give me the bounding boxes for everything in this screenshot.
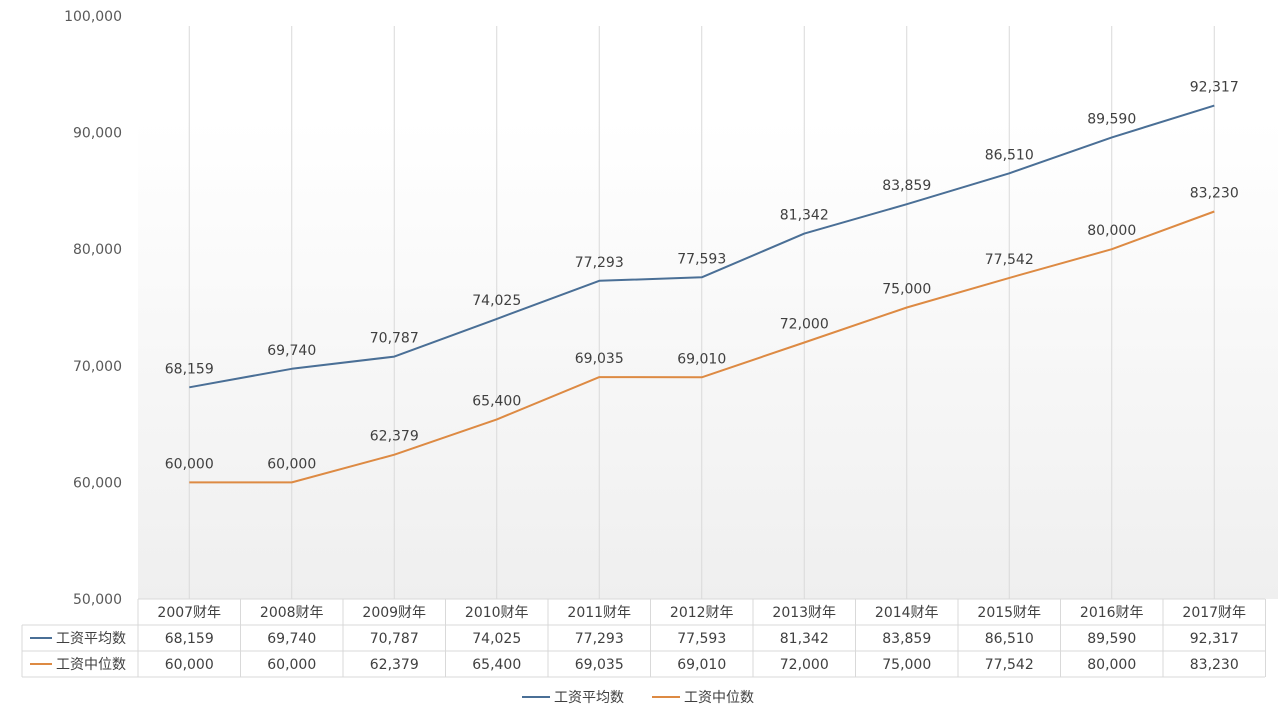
- table-cell: 77,293: [575, 631, 624, 647]
- table-cell: 77,593: [677, 631, 726, 647]
- series-lines: [189, 104, 1215, 484]
- data-label: 89,590: [1087, 111, 1136, 127]
- y-tick-label: 80,000: [73, 242, 122, 258]
- table-cell: 69,740: [267, 631, 316, 647]
- table-cell: 69,010: [677, 657, 726, 673]
- data-label: 75,000: [882, 282, 931, 298]
- data-label: 77,593: [677, 251, 726, 267]
- x-tick-label: 2008财年: [260, 605, 324, 621]
- x-tick-label: 2016财年: [1080, 605, 1144, 621]
- table-cell: 60,000: [267, 657, 316, 673]
- data-labels: 68,159 69,740 70,787 74,025 77,293 77,593 81,3…: [165, 80, 1239, 473]
- data-label: 80,000: [1087, 223, 1136, 239]
- y-tick-label: 70,000: [73, 359, 122, 375]
- gridlines: [188, 26, 1215, 599]
- data-label: 92,317: [1190, 80, 1239, 96]
- table-cell: 62,379: [370, 657, 419, 673]
- x-tick-label: 2009财年: [362, 605, 426, 621]
- data-label: 83,859: [882, 178, 931, 194]
- table-series-name: 工资平均数: [56, 631, 126, 647]
- x-tick-label: 2012财年: [670, 605, 734, 621]
- plot-background: [138, 120, 1278, 599]
- data-label: 60,000: [267, 456, 316, 472]
- table-cell: 74,025: [472, 631, 521, 647]
- data-label: 72,000: [780, 316, 829, 332]
- table-cell: 72,000: [780, 657, 829, 673]
- y-tick-label: 60,000: [73, 475, 122, 491]
- table-cell: 77,542: [985, 657, 1034, 673]
- legend-label: 工资平均数: [554, 690, 624, 706]
- data-table: 2007财年 2008财年 2009财年 2010财年 2011财年 2012财年 2013…: [21, 598, 1266, 678]
- data-label: 69,740: [267, 343, 316, 359]
- x-tick-label: 2010财年: [465, 605, 529, 621]
- x-tick-label: 2015财年: [977, 605, 1041, 621]
- data-label: 86,510: [985, 147, 1034, 163]
- data-label: 60,000: [165, 456, 214, 472]
- data-label: 69,035: [575, 351, 624, 367]
- x-tick-label: 2013财年: [772, 605, 836, 621]
- table-cell: 81,342: [780, 631, 829, 647]
- data-label: 68,159: [165, 361, 214, 377]
- data-label: 83,230: [1190, 186, 1239, 202]
- x-tick-label: 2017财年: [1182, 605, 1246, 621]
- table-cell: 83,230: [1190, 657, 1239, 673]
- y-tick-label: 50,000: [73, 592, 122, 608]
- table-cell: 83,859: [882, 631, 931, 647]
- data-label: 69,010: [677, 351, 726, 367]
- series-line-mean: [189, 104, 1215, 389]
- table-cell: 65,400: [472, 657, 521, 673]
- legend-label: 工资中位数: [684, 690, 754, 706]
- data-label: 81,342: [780, 208, 829, 224]
- table-cell: 68,159: [165, 631, 214, 647]
- data-label: 77,542: [985, 252, 1034, 268]
- data-label: 70,787: [370, 331, 419, 347]
- y-tick-label: 100,000: [64, 9, 122, 25]
- y-axis: 50,000 60,000 70,000 80,000 90,000 100,000: [64, 9, 122, 608]
- table-cell: 70,787: [370, 631, 419, 647]
- table-cell: 80,000: [1087, 657, 1136, 673]
- data-label: 74,025: [472, 293, 521, 309]
- x-tick-label: 2007财年: [157, 605, 221, 621]
- table-cell: 60,000: [165, 657, 214, 673]
- table-cell: 75,000: [882, 657, 931, 673]
- table-cell: 69,035: [575, 657, 624, 673]
- data-label: 62,379: [370, 429, 419, 445]
- x-tick-label: 2014财年: [875, 605, 939, 621]
- x-tick-label: 2011财年: [567, 605, 631, 621]
- y-tick-label: 90,000: [73, 126, 122, 142]
- legend: 工资平均数 工资中位数: [522, 690, 754, 706]
- table-cell: 89,590: [1087, 631, 1136, 647]
- table-series-name: 工资中位数: [56, 657, 126, 673]
- data-label: 77,293: [575, 255, 624, 271]
- table-cell: 86,510: [985, 631, 1034, 647]
- table-cell: 92,317: [1190, 631, 1239, 647]
- data-label: 65,400: [472, 393, 521, 409]
- series-line-median: [189, 210, 1215, 484]
